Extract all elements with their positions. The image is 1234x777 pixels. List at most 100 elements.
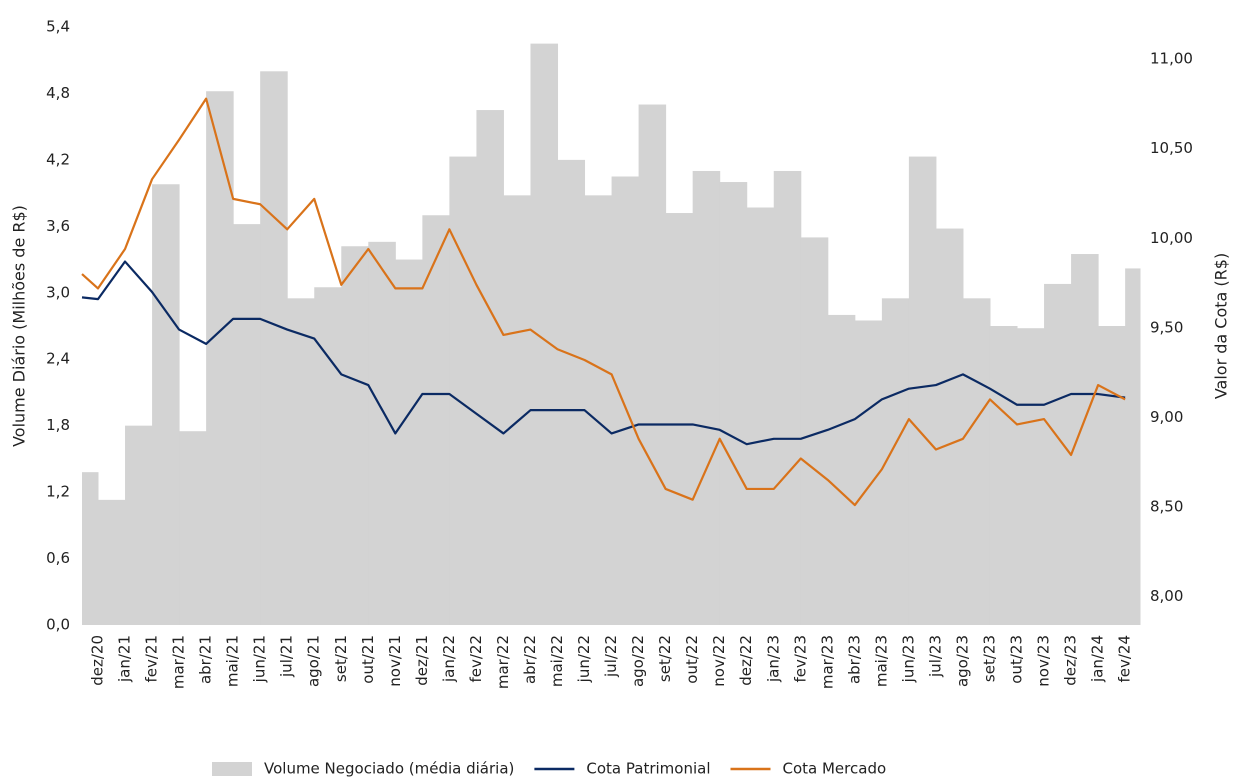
volume-bar [1044, 283, 1072, 625]
x-tick-label: abr/21 [197, 635, 215, 684]
volume-bar [584, 195, 613, 625]
volume-bar [1017, 328, 1045, 625]
volume-bar [557, 159, 586, 625]
x-tick-label: jan/21 [116, 635, 134, 683]
x-tick-label: jul/23 [926, 635, 944, 678]
volume-bar [692, 170, 721, 626]
y2-tick-label: 8,00 [1150, 587, 1183, 605]
x-tick-label: out/23 [1008, 635, 1026, 684]
x-tick-label: dez/21 [413, 635, 431, 686]
volume-bar [152, 184, 180, 626]
x-tick-label: nov/22 [710, 635, 728, 687]
x-tick-label: jul/21 [278, 635, 296, 678]
volume-bar [773, 170, 802, 626]
y2-tick-label: 9,00 [1150, 408, 1183, 426]
y2-axis-title: Valor da Cota (R$) [1212, 253, 1231, 399]
y-tick-label: 5,4 [46, 18, 70, 36]
x-tick-label: ago/23 [953, 635, 971, 687]
x-tick-label: jun/22 [575, 635, 593, 683]
y-tick-label: 2,4 [46, 350, 70, 368]
x-tick-label: mai/22 [548, 635, 566, 687]
x-tick-label: dez/23 [1062, 635, 1080, 686]
x-tick-label: fev/23 [791, 635, 809, 683]
y-tick-label: 3,0 [46, 283, 70, 301]
volume-bar [827, 314, 856, 625]
x-tick-label: mar/23 [818, 635, 836, 689]
volume-bar [665, 213, 694, 626]
volume-bar [719, 182, 748, 625]
volume-bar [1098, 326, 1126, 625]
x-tick-label: mai/23 [872, 635, 890, 687]
volume-bar [422, 215, 450, 625]
y-tick-label: 0,6 [46, 549, 70, 567]
volume-bar [368, 241, 396, 625]
x-tick-label: mai/21 [224, 635, 242, 687]
volume-bar [314, 287, 342, 625]
legend-label: Volume Negociado (média diária) [264, 760, 514, 777]
x-tick-label: fev/24 [1116, 635, 1134, 683]
volume-bar [935, 228, 964, 625]
x-tick-label: set/23 [980, 635, 998, 682]
volume-bar [206, 91, 234, 626]
x-tick-label: out/21 [359, 635, 377, 684]
volume-bar [1125, 268, 1141, 625]
x-tick-label: abr/23 [845, 635, 863, 684]
x-tick-label: out/22 [683, 635, 701, 684]
y2-tick-label: 8,50 [1150, 497, 1183, 515]
y-tick-label: 1,2 [46, 483, 70, 501]
x-tick-label: fev/21 [143, 635, 161, 683]
volume-bar [287, 298, 315, 625]
y2-tick-label: 10,50 [1150, 139, 1193, 157]
x-tick-label: ago/21 [305, 635, 323, 687]
x-tick-label: jan/23 [764, 635, 782, 683]
x-tick-label: abr/22 [521, 635, 539, 684]
volume-bar [1071, 254, 1099, 625]
volume-bar [179, 431, 207, 625]
x-tick-label: dez/22 [737, 635, 755, 686]
volume-bar [98, 499, 126, 625]
volume-bar [503, 195, 531, 625]
y2-tick-label: 9,50 [1150, 318, 1183, 336]
volume-bar [611, 176, 640, 625]
volume-bar [746, 207, 775, 626]
volume-bar [125, 425, 153, 625]
y-tick-label: 1,8 [46, 416, 70, 434]
y-axis-title: Volume Diário (Milhões de R$) [10, 205, 29, 447]
y-tick-label: 4,2 [46, 150, 70, 168]
price-line [81, 260, 1126, 446]
legend-label: Cota Mercado [783, 760, 887, 777]
x-tick-label: set/21 [332, 635, 350, 682]
x-tick-label: set/22 [656, 635, 674, 682]
x-tick-label: nov/23 [1035, 635, 1053, 687]
volume-bar [989, 326, 1018, 625]
x-tick-label: jan/22 [440, 635, 458, 683]
x-tick-label: fev/22 [467, 635, 485, 683]
volume-bar [395, 259, 423, 625]
y-tick-label: 0,0 [46, 616, 70, 634]
y2-tick-label: 10,00 [1150, 229, 1193, 247]
volume-bar [962, 298, 991, 625]
x-tick-label: mar/21 [170, 635, 188, 689]
y2-tick-label: 11,00 [1150, 50, 1193, 68]
volume-bar [233, 224, 261, 625]
y-tick-label: 3,6 [46, 217, 70, 235]
legend-swatch [212, 762, 252, 776]
volume-bar [530, 43, 559, 626]
volume-bar [260, 71, 288, 626]
volume-bar [449, 156, 477, 626]
volume-bar [476, 110, 504, 626]
y-tick-label: 4,8 [46, 84, 70, 102]
x-tick-label: jun/21 [251, 635, 269, 683]
legend-label: Cota Patrimonial [586, 760, 710, 777]
volume-bar [638, 104, 667, 626]
volume-bar [341, 246, 369, 625]
volume-bar [82, 472, 99, 625]
volume-bar [854, 320, 883, 625]
x-tick-label: jun/23 [899, 635, 917, 683]
volume-bar [908, 156, 937, 626]
price-line [81, 97, 1126, 507]
x-tick-label: mar/22 [494, 635, 512, 689]
x-tick-label: ago/22 [629, 635, 647, 687]
x-tick-label: nov/21 [386, 635, 404, 687]
